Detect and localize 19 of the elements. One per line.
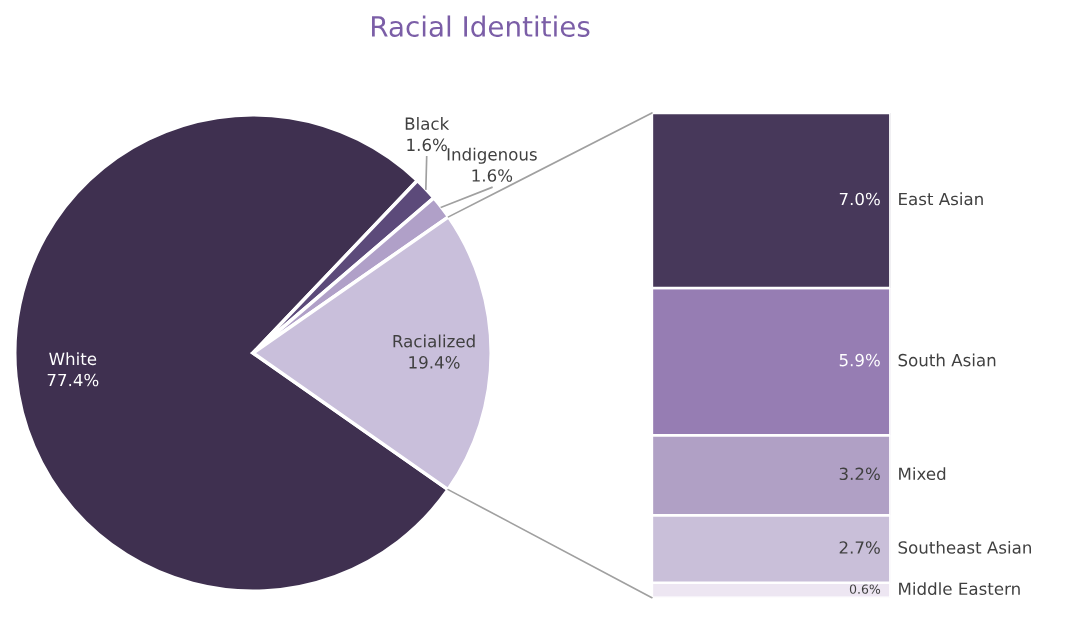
data-label: 0.6%	[849, 584, 881, 594]
data-label: 2.7%	[839, 541, 880, 554]
series-label: South Asian	[898, 353, 996, 367]
series-label: Middle Eastern	[899, 582, 1020, 596]
data-label: 3.2%	[839, 467, 880, 481]
slice-label: Black	[405, 117, 450, 130]
data-label: 7.0%	[839, 192, 880, 206]
slice-label: Racialized	[393, 334, 475, 348]
data-label: 77.4%	[47, 373, 99, 387]
slice-label: Indigenous	[447, 147, 537, 164]
chart-title: Racial Identities	[372, 15, 590, 37]
series-label: Southeast Asian	[898, 540, 1031, 554]
series-label: East Asian	[899, 192, 983, 206]
data-label: 1.6%	[472, 169, 513, 182]
data-label: 19.4%	[409, 356, 460, 369]
data-label: 1.6%	[407, 138, 447, 152]
data-label: 5.9%	[839, 353, 880, 367]
slice-label: White	[49, 352, 97, 366]
series-label: Mixed	[899, 467, 946, 481]
